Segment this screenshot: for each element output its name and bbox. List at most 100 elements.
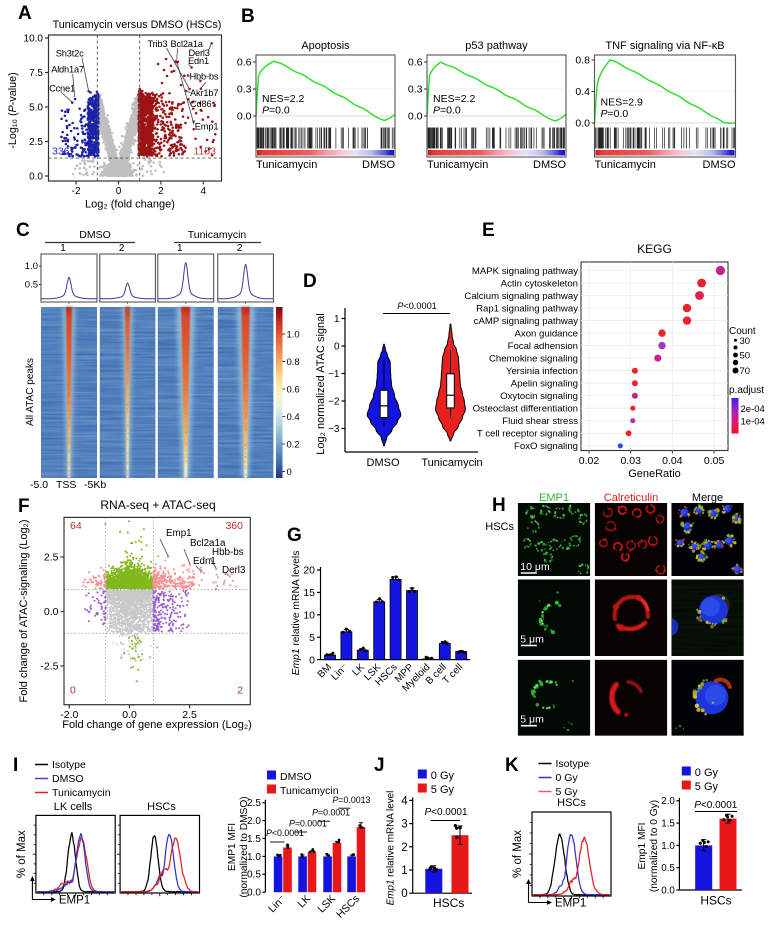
- svg-text:5 μm: 5 μm: [520, 714, 544, 726]
- svg-text:DMSO: DMSO: [703, 159, 736, 171]
- svg-text:Fluid shear stress: Fluid shear stress: [502, 416, 578, 427]
- svg-text:EMP1: EMP1: [555, 898, 586, 910]
- svg-text:0.8: 0.8: [575, 55, 590, 67]
- svg-text:P=0.0: P=0.0: [262, 105, 290, 117]
- svg-text:Aldh1a7: Aldh1a7: [51, 65, 84, 75]
- svg-text:0.6: 0.6: [408, 57, 423, 69]
- svg-text:(normalized to DMSO): (normalized to DMSO): [239, 796, 250, 897]
- svg-text:Oxytocin signaling: Oxytocin signaling: [500, 391, 578, 402]
- svg-text:Trib3: Trib3: [148, 39, 168, 49]
- svg-text:HSCs: HSCs: [485, 521, 514, 533]
- svg-text:5.0: 5.0: [29, 103, 43, 114]
- svg-text:Log₂ (fold change): Log₂ (fold change): [85, 199, 175, 211]
- svg-text:20: 20: [303, 565, 315, 577]
- svg-text:-5.0: -5.0: [30, 479, 48, 491]
- svg-text:-5Kb: -5Kb: [84, 479, 106, 491]
- svg-text:HSCs: HSCs: [557, 797, 586, 809]
- svg-text:2.5: 2.5: [182, 709, 197, 721]
- svg-text:2.5: 2.5: [44, 552, 59, 564]
- svg-text:D: D: [303, 271, 317, 292]
- svg-text:64: 64: [70, 520, 82, 532]
- svg-text:360: 360: [225, 520, 243, 532]
- svg-text:0.6: 0.6: [287, 385, 300, 396]
- svg-text:Emp1: Emp1: [195, 122, 219, 132]
- svg-text:0: 0: [70, 685, 76, 697]
- svg-text:(normalized to 0 Gy): (normalized to 0 Gy): [649, 800, 660, 892]
- svg-text:Sh3t2c: Sh3t2c: [56, 49, 84, 59]
- svg-text:5: 5: [309, 632, 315, 644]
- svg-text:0.5: 0.5: [661, 863, 675, 874]
- svg-text:Merge: Merge: [692, 492, 723, 504]
- svg-text:Fold change of gene expression: Fold change of gene expression (Log₂): [62, 719, 252, 731]
- svg-text:0 Gy: 0 Gy: [556, 772, 579, 784]
- svg-text:1: 1: [177, 243, 183, 254]
- svg-text:H: H: [492, 495, 506, 516]
- svg-text:DMSO: DMSO: [280, 771, 312, 783]
- svg-text:1e-04: 1e-04: [741, 417, 765, 428]
- svg-text:−2: −2: [328, 397, 340, 408]
- svg-text:Edn1: Edn1: [188, 56, 209, 66]
- svg-text:Yersinia infection: Yersinia infection: [506, 366, 578, 377]
- svg-text:TNF signaling via NF-κB: TNF signaling via NF-κB: [605, 40, 724, 52]
- svg-text:DMSO: DMSO: [533, 159, 566, 171]
- svg-text:0: 0: [334, 342, 340, 353]
- svg-text:HSCs: HSCs: [433, 896, 464, 910]
- svg-text:10: 10: [303, 610, 315, 622]
- svg-text:HSCs: HSCs: [147, 801, 176, 813]
- svg-text:0: 0: [309, 654, 315, 666]
- svg-text:Ccne1: Ccne1: [49, 84, 75, 94]
- svg-text:All ATAC peaks: All ATAC peaks: [25, 358, 36, 426]
- svg-text:RNA-seq + ATAC-seq: RNA-seq + ATAC-seq: [100, 498, 215, 512]
- svg-text:Emp1 MFI: Emp1 MFI: [637, 823, 648, 870]
- svg-text:1: 1: [401, 865, 407, 877]
- svg-text:Calcium signaling pathway: Calcium signaling pathway: [464, 291, 578, 302]
- svg-text:0 Gy: 0 Gy: [431, 770, 455, 782]
- svg-text:0.3: 0.3: [237, 84, 252, 96]
- svg-text:HSCs: HSCs: [700, 894, 731, 908]
- svg-text:Tunicamycin: Tunicamycin: [52, 787, 111, 799]
- svg-text:1153: 1153: [193, 146, 216, 158]
- svg-text:P=0.0001: P=0.0001: [312, 807, 350, 817]
- svg-text:0.8: 0.8: [287, 357, 300, 368]
- svg-text:A: A: [18, 3, 32, 24]
- svg-text:EMP1: EMP1: [59, 895, 90, 907]
- svg-text:P<0.0001: P<0.0001: [424, 807, 468, 818]
- svg-text:Chemokine signaling: Chemokine signaling: [489, 353, 578, 364]
- svg-text:% of Max: % of Max: [16, 830, 28, 878]
- svg-text:-2.0: -2.0: [60, 709, 78, 721]
- svg-text:2.0: 2.0: [661, 796, 675, 807]
- svg-text:NES=2.2: NES=2.2: [433, 93, 475, 105]
- svg-text:Tunicamycin: Tunicamycin: [421, 457, 482, 469]
- svg-text:p53 pathway: p53 pathway: [465, 40, 528, 52]
- svg-text:Derl3: Derl3: [189, 48, 210, 58]
- svg-text:-2: -2: [72, 186, 81, 197]
- svg-text:2: 2: [237, 685, 243, 697]
- svg-text:4: 4: [201, 186, 207, 197]
- svg-text:MAPK signaling pathway: MAPK signaling pathway: [472, 266, 578, 277]
- svg-text:Akr1b7: Akr1b7: [190, 88, 218, 98]
- svg-text:Rap1 signaling pathway: Rap1 signaling pathway: [476, 303, 578, 314]
- svg-text:2: 2: [401, 842, 407, 854]
- svg-text:1.5: 1.5: [247, 834, 261, 845]
- svg-text:Actin cytoskeleton: Actin cytoskeleton: [501, 278, 578, 289]
- svg-text:-Log₁₀ (P-value): -Log₁₀ (P-value): [7, 72, 19, 149]
- svg-text:2.5: 2.5: [29, 137, 43, 148]
- svg-text:0.0: 0.0: [661, 885, 675, 896]
- svg-text:1.0: 1.0: [661, 841, 675, 852]
- svg-text:Focal adhension: Focal adhension: [508, 341, 578, 352]
- svg-text:Derl3: Derl3: [222, 565, 246, 576]
- svg-text:15: 15: [303, 587, 315, 599]
- svg-text:Apelin signaling: Apelin signaling: [511, 379, 578, 390]
- svg-text:Bcl2a1a: Bcl2a1a: [190, 538, 226, 549]
- svg-text:0.5: 0.5: [25, 280, 38, 291]
- svg-text:NES=2.9: NES=2.9: [601, 97, 643, 109]
- svg-text:10 μm: 10 μm: [520, 561, 550, 573]
- svg-text:0.04: 0.04: [662, 455, 683, 467]
- svg-text:p.adjust: p.adjust: [729, 385, 764, 396]
- svg-text:Log₂ normalized ATAC signal: Log₂ normalized ATAC signal: [315, 313, 327, 454]
- svg-text:EMP1 MFI: EMP1 MFI: [227, 823, 238, 871]
- svg-text:0.2: 0.2: [287, 440, 300, 451]
- svg-text:Isotype: Isotype: [52, 759, 86, 771]
- svg-text:0.5: 0.5: [247, 870, 261, 881]
- svg-text:Tunicamycin: Tunicamycin: [256, 159, 317, 171]
